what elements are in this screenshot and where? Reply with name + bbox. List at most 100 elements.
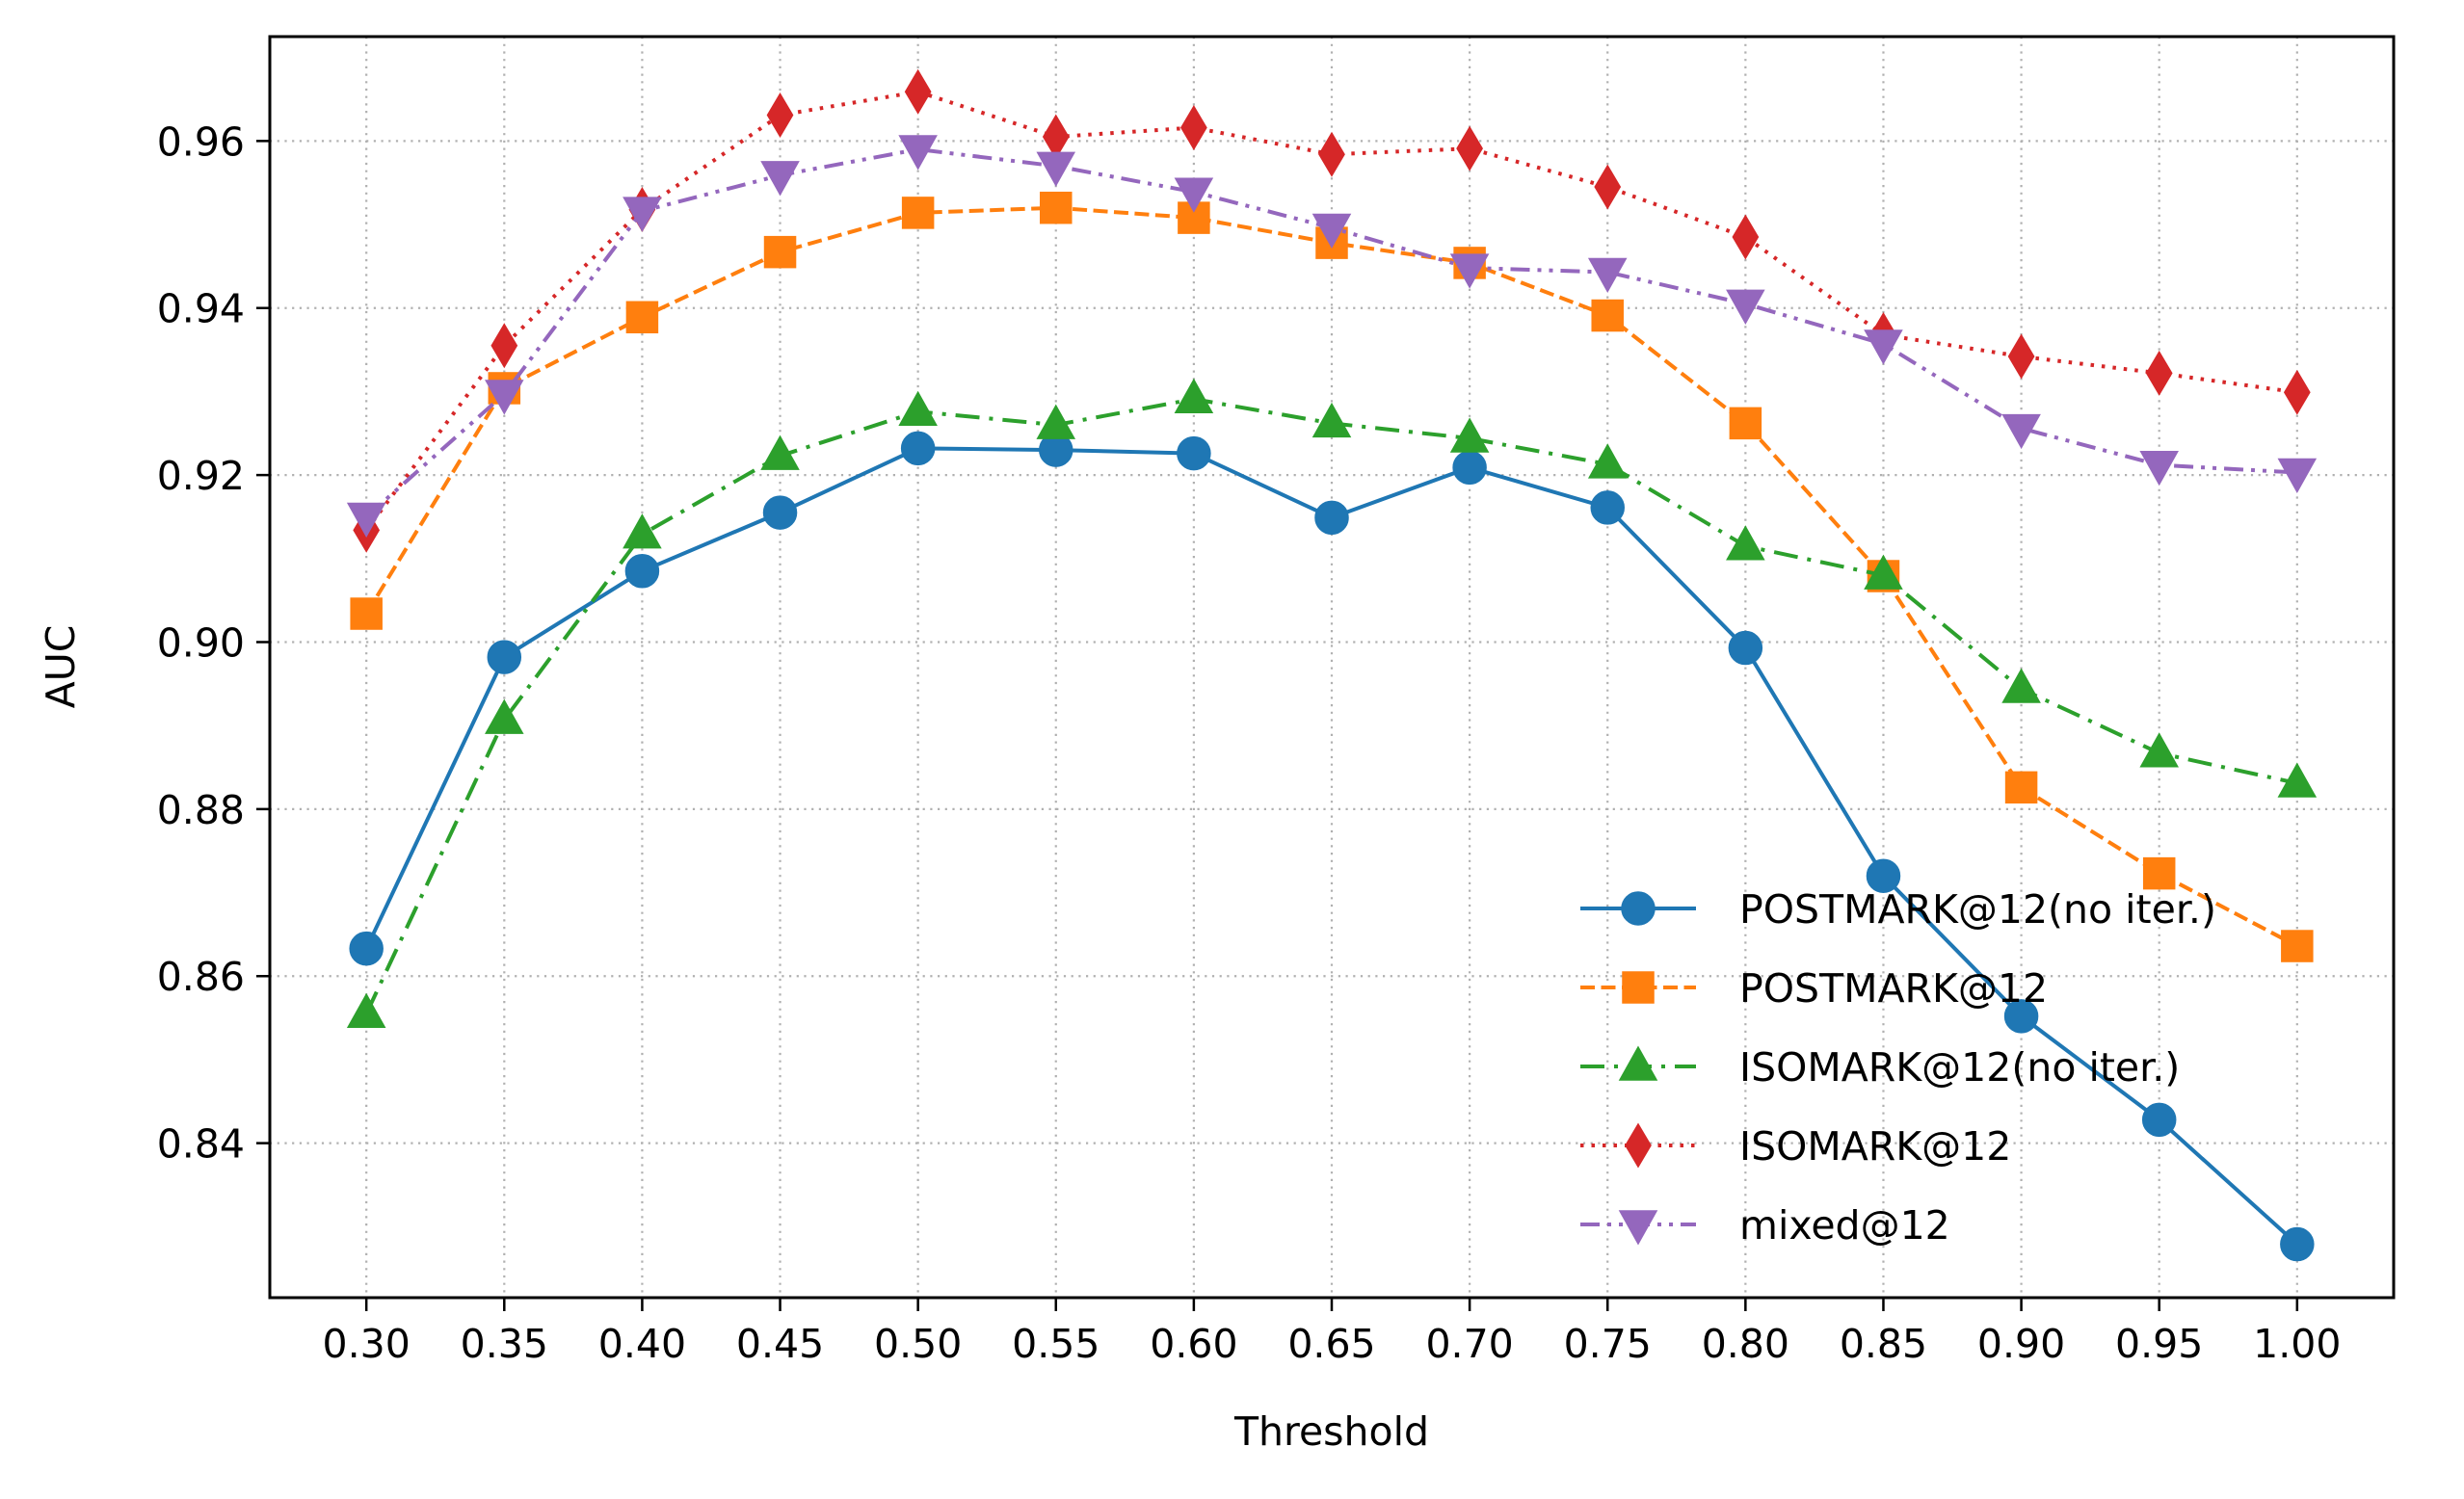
y-tick-label: 0.96 (157, 118, 245, 165)
data-point (1180, 105, 1207, 150)
legend-marker (1625, 1122, 1652, 1169)
data-point (346, 992, 386, 1029)
grid (270, 37, 2394, 1298)
y-axis-title: AUC (38, 625, 84, 709)
data-point (2142, 856, 2176, 890)
data-point (2281, 930, 2314, 962)
data-point (2277, 458, 2318, 494)
x-axis-title: Threshold (1233, 1408, 1429, 1455)
legend-label: POSTMARK@12(no iter.) (1739, 886, 2216, 933)
data-point (2139, 450, 2179, 487)
series-4 (353, 68, 2311, 553)
data-point (1732, 214, 1760, 260)
data-point (1174, 378, 1214, 413)
x-tick-label: 0.45 (736, 1321, 824, 1367)
x-tick-label: 0.95 (2115, 1321, 2203, 1367)
y-tick-label: 0.92 (157, 453, 245, 499)
x-tick-label: 0.30 (323, 1321, 411, 1367)
series-5 (346, 135, 2318, 538)
data-point (1311, 213, 1352, 250)
data-point (1036, 151, 1076, 187)
data-point (1729, 407, 1762, 440)
data-point (1311, 402, 1352, 438)
data-point (1728, 630, 1763, 666)
data-point (2277, 762, 2318, 798)
x-tick-label: 0.65 (1287, 1321, 1375, 1367)
data-point (904, 68, 932, 115)
data-point (901, 197, 935, 229)
data-point (1456, 125, 1483, 171)
legend-label: POSTMARK@12 (1739, 965, 2048, 1012)
legend-label: mixed@12 (1739, 1202, 1950, 1249)
data-point (1042, 114, 1070, 160)
data-point (623, 513, 662, 549)
legend-marker (1618, 1045, 1658, 1081)
legend-marker (1618, 1210, 1658, 1246)
data-point (760, 434, 800, 470)
y-tick-label: 0.90 (157, 619, 245, 666)
data-point (1040, 191, 1073, 224)
x-tick-label: 0.55 (1012, 1321, 1100, 1367)
legend-entry: ISOMARK@12 (1580, 1122, 2011, 1170)
x-tick-label: 0.80 (1702, 1321, 1789, 1367)
data-point (766, 92, 794, 138)
data-point (623, 197, 662, 232)
x-tick-label: 0.85 (1840, 1321, 1927, 1367)
data-point (350, 597, 383, 630)
data-point (762, 495, 798, 530)
data-point (2139, 732, 2179, 768)
data-point (346, 502, 386, 538)
data-point (2141, 1102, 2177, 1138)
legend-entry: POSTMARK@12(no iter.) (1580, 886, 2216, 933)
x-tick-label: 0.35 (461, 1321, 548, 1367)
data-point (1449, 417, 1490, 453)
data-point (1866, 858, 1901, 893)
data-point (1177, 435, 1211, 471)
data-point (1726, 289, 1765, 325)
data-point (1587, 257, 1628, 293)
data-point (349, 931, 384, 966)
data-point (1174, 177, 1214, 213)
data-point (2004, 771, 2038, 804)
data-point (1726, 525, 1765, 561)
data-point (2001, 668, 2041, 703)
data-point (485, 698, 524, 734)
y-tick-label: 0.86 (157, 954, 245, 1000)
x-tick-label: 1.00 (2253, 1321, 2341, 1367)
data-point (2003, 999, 2039, 1034)
data-point (1318, 131, 1345, 177)
data-point (1864, 554, 1903, 590)
data-point (1590, 490, 1625, 525)
legend-label: ISOMARK@12 (1739, 1123, 2011, 1170)
data-point (2001, 413, 2041, 450)
legend-marker (1621, 891, 1656, 926)
legend-entry: POSTMARK@12 (1580, 965, 2048, 1012)
data-point (1452, 450, 1487, 486)
data-point (1864, 329, 1903, 365)
data-point (1594, 164, 1622, 210)
x-tick-label: 0.60 (1150, 1321, 1237, 1367)
y-tick-label: 0.84 (157, 1121, 245, 1168)
data-point (900, 431, 936, 466)
data-point (2145, 350, 2173, 396)
x-tick-label: 0.40 (598, 1321, 686, 1367)
data-point (763, 235, 797, 269)
x-tick-label: 0.50 (874, 1321, 962, 1367)
data-point (1314, 500, 1349, 536)
x-tick-label: 0.70 (1425, 1321, 1513, 1367)
data-point (2280, 1226, 2315, 1262)
data-point (487, 640, 522, 674)
y-tick-label: 0.94 (157, 286, 245, 332)
y-axis: 0.84 0.86 0.88 0.90 0.92 0.94 0.96 (157, 118, 270, 1168)
data-point (624, 554, 660, 589)
data-point (760, 161, 800, 197)
data-point (490, 323, 518, 369)
x-tick-label: 0.90 (1977, 1321, 2065, 1367)
data-point (625, 301, 659, 334)
series-layer (346, 68, 2318, 1262)
y-tick-label: 0.88 (157, 787, 245, 833)
data-point (2007, 333, 2035, 380)
legend: POSTMARK@12(no iter.) POSTMARK@12 ISOMARK@… (1580, 886, 2216, 1249)
series-1 (349, 431, 2315, 1262)
